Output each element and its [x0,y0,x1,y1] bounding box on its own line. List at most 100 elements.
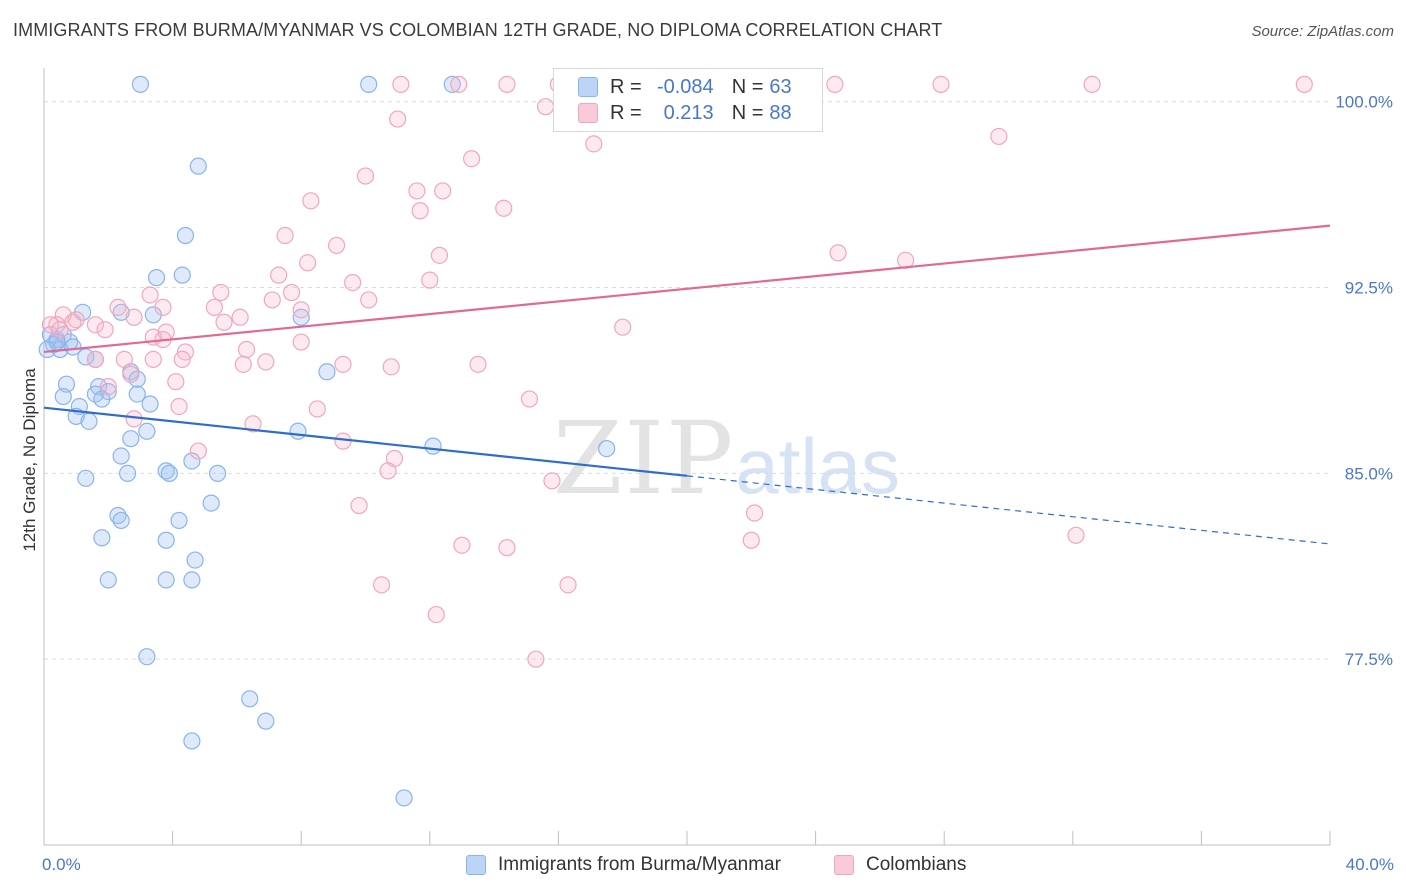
data-point-colombians [109,298,127,316]
legend-item-colombians[interactable]: Colombians [834,852,966,878]
data-point-burma [598,439,616,458]
data-point-burma [112,511,130,530]
data-point-colombians [270,266,288,284]
data-point-burma [257,712,275,730]
data-point-colombians [212,283,230,302]
data-point-burma [183,452,201,470]
data-point-burma [157,462,175,480]
x-tick-label: 0.0% [42,855,81,874]
data-point-burma [64,338,82,356]
data-point-colombians [244,415,262,433]
data-point-burma [109,506,127,525]
legend-r-value: 0.213 [663,101,714,124]
data-point-burma [93,529,111,547]
data-point-colombians [167,373,185,391]
data-point-colombians [144,350,162,368]
data-point-colombians [450,75,468,93]
correlation-legend: R = -0.084 N = 63 R = 0.213 N = 88 [553,68,823,132]
data-point-colombians [231,308,249,326]
chart-title: IMMIGRANTS FROM BURMA/MYANMAR VS COLOMBI… [13,20,943,40]
data-point-colombians [614,318,632,336]
legend-row-colombians: R = 0.213 N = 88 [578,101,792,125]
data-point-colombians [86,350,105,368]
data-point-colombians [99,378,117,396]
data-point-burma [147,269,166,287]
data-point-colombians [469,355,487,373]
data-point-burma [209,464,227,482]
data-point-burma [99,571,117,589]
y-tick-label: 100.0% [1335,93,1393,112]
data-point-burma [183,732,201,750]
data-point-burma [131,75,150,93]
data-point-colombians [257,353,275,371]
trend-line-burma-extension [686,475,1331,545]
data-point-burma [77,469,95,487]
trend-line-burma [43,406,688,477]
data-point-burma [38,340,56,359]
data-point-colombians [498,539,516,557]
data-point-colombians [536,98,555,116]
data-point-colombians [826,75,844,93]
trend-line-colombians [43,224,1331,354]
data-point-burma [54,387,72,406]
data-point-burma [122,430,140,448]
data-point-colombians [334,432,352,450]
data-point-colombians [585,135,603,153]
data-point-colombians [360,291,378,309]
data-point-colombians [932,75,950,93]
data-point-colombians [408,182,426,200]
data-point-colombians [327,236,346,255]
y-axis-label: 12th Grade, No Diploma [20,368,39,552]
data-point-colombians [67,311,85,329]
data-point-burma [289,422,307,440]
data-point-colombians [350,496,368,515]
data-point-colombians [392,75,410,93]
data-point-burma [170,511,188,530]
series-colombians [41,75,1313,668]
data-point-burma [128,385,146,403]
data-point-burma [360,75,378,93]
data-point-colombians [41,316,60,334]
data-point-burma [189,157,207,175]
data-point-burma [138,422,156,440]
trend-lines [43,224,1331,545]
data-point-burma [318,363,336,381]
data-point-colombians [829,244,847,262]
data-point-burma [173,266,191,284]
legend-n-value: 88 [769,101,792,124]
legend-n-label: N = [731,75,764,98]
data-point-colombians [234,355,252,373]
legend-label-colombians: Colombians [866,854,967,875]
series-legend: Immigrants from Burma/Myanmar Colombians [0,852,1406,878]
data-point-colombians [372,576,391,594]
series-burma [38,75,616,807]
data-point-colombians [292,301,310,319]
data-point-colombians [170,397,188,416]
data-point-colombians [282,283,301,302]
data-point-colombians [430,246,449,264]
legend-item-burma[interactable]: Immigrants from Burma/Myanmar [466,852,781,878]
legend-row-burma: R = -0.084 N = 63 [578,75,792,99]
data-point-colombians [189,442,207,460]
watermark-zip: ZIP [553,400,736,517]
data-point-colombians [495,199,513,217]
data-point-colombians [334,355,352,373]
legend-r-value: -0.084 [656,75,714,98]
data-point-colombians [559,576,577,594]
data-point-colombians [141,286,159,304]
data-point-colombians [86,316,105,334]
source-label: Source: ZipAtlas.com [1251,23,1394,40]
data-point-burma [183,571,201,589]
data-point-burma [141,395,159,413]
y-tick-label: 85.0% [1345,464,1393,483]
watermark: ZIPatlas [553,400,900,517]
data-point-burma [202,494,220,512]
data-point-burma [443,75,461,93]
data-point-colombians [302,192,320,210]
data-point-colombians [173,350,191,368]
data-point-colombians [308,400,326,418]
legend-r-label: R = [610,75,642,98]
data-point-colombians [115,350,133,368]
data-point-colombians [1083,75,1101,93]
